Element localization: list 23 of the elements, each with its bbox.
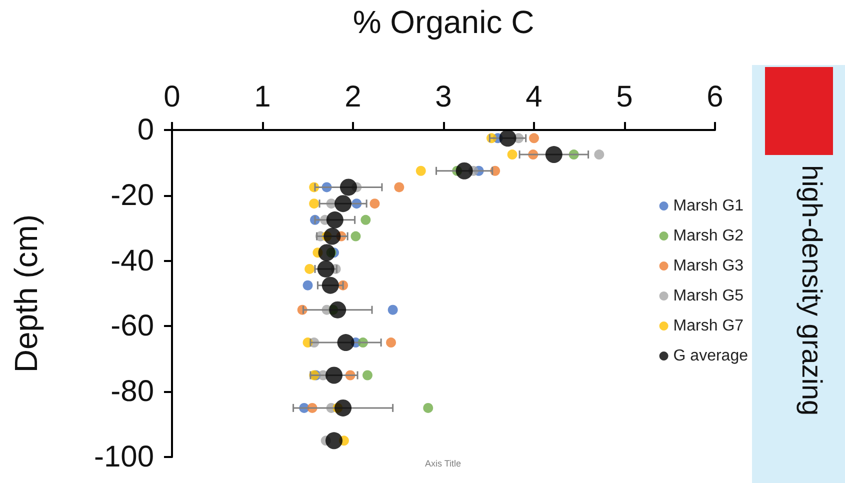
text: high-density grazing [796, 165, 828, 416]
y-tick-label: -100 [94, 440, 154, 474]
legend-label: Marsh G3 [673, 258, 744, 274]
x-tick-label: 3 [435, 80, 452, 114]
y-tick-label: -60 [110, 310, 154, 343]
legend-label: Marsh G1 [673, 198, 744, 214]
text: Axis Title [425, 458, 462, 468]
y-tick-label: -20 [110, 178, 154, 212]
y-tick-label: -40 [110, 244, 154, 278]
legend-label: Marsh G7 [673, 318, 744, 334]
legend-label: Marsh G2 [673, 228, 744, 244]
x-tick-label: 6 [706, 80, 724, 114]
x-tick-label: 0 [164, 80, 180, 114]
y-tick-label: 0 [137, 114, 154, 146]
y-axis-title: Depth (cm) [8, 214, 44, 373]
x-tick-label: 2 [344, 80, 362, 114]
y-tick-label: -80 [110, 375, 154, 408]
x-tick-label: 5 [616, 80, 633, 114]
x-axis-title: % Organic C [352, 4, 534, 40]
legend-label: G average [673, 348, 748, 364]
legend-label: Marsh G5 [673, 288, 744, 304]
x-tick-label: 4 [526, 80, 542, 114]
x-tick-label: 1 [254, 80, 271, 114]
